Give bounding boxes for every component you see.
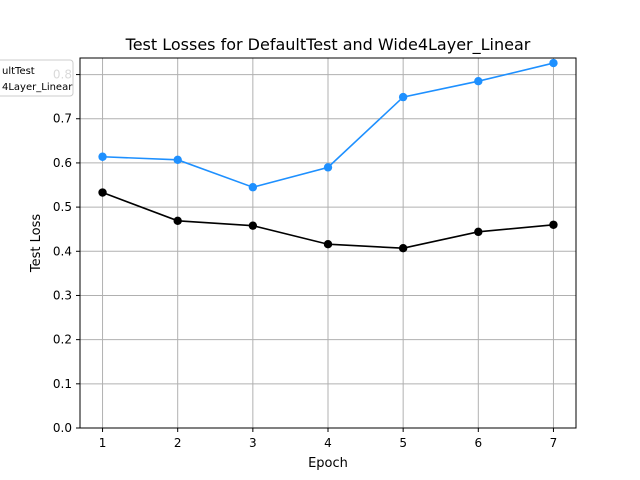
data-point-wide4layer-linear xyxy=(98,152,107,161)
data-point-defaulttest xyxy=(98,188,107,197)
y-tick-label: 0.4 xyxy=(53,244,72,258)
data-point-defaulttest xyxy=(474,227,483,237)
x-axis-label: Epoch xyxy=(308,456,348,471)
x-tick-label: 3 xyxy=(249,436,257,450)
data-point-wide4layer-linear xyxy=(248,183,258,192)
y-tick-label: 0.3 xyxy=(53,288,72,302)
y-tick-label: 0.7 xyxy=(53,112,72,126)
data-point-wide4layer-linear xyxy=(549,58,558,68)
data-point-wide4layer-linear xyxy=(173,155,182,165)
series-layer xyxy=(98,58,558,253)
legend-box xyxy=(0,59,74,97)
data-point-defaulttest xyxy=(323,240,333,249)
data-point-wide4layer-linear xyxy=(398,92,408,102)
grid xyxy=(80,58,576,429)
x-tick-label: 7 xyxy=(550,436,558,450)
y-tick-label: 0.0 xyxy=(53,421,72,435)
legend-label-default: ultTest xyxy=(2,66,35,77)
legend-label-wide4layer: 4Layer_Linear xyxy=(2,82,73,93)
data-point-defaulttest xyxy=(549,220,558,229)
series-wide4layer-linear xyxy=(98,58,558,192)
y-tick-label: 0.5 xyxy=(53,200,72,214)
legend: ultTest 4Layer_Linear xyxy=(0,59,74,97)
y-tick-label: 0.1 xyxy=(53,377,72,391)
data-point-defaulttest xyxy=(398,243,408,253)
x-tick-label: 6 xyxy=(474,436,482,450)
data-point-wide4layer-linear xyxy=(474,76,483,86)
data-point-wide4layer-linear xyxy=(323,163,333,172)
x-tick-label: 5 xyxy=(399,436,407,450)
y-axis: 0.00.10.20.30.40.50.60.70.8 xyxy=(53,68,80,435)
series-defaulttest xyxy=(98,188,558,253)
data-point-defaulttest xyxy=(248,221,258,230)
y-tick-label: 0.6 xyxy=(53,156,72,170)
x-tick-label: 1 xyxy=(99,436,107,450)
x-tick-label: 4 xyxy=(324,436,332,450)
y-axis-label: Test Loss xyxy=(29,214,44,273)
data-point-defaulttest xyxy=(173,216,182,225)
chart-title: Test Losses for DefaultTest and Wide4Lay… xyxy=(125,35,531,55)
x-axis: 1 2 3 4 5 6 7 xyxy=(99,428,558,450)
x-tick-label: 2 xyxy=(174,436,182,450)
y-tick-label: 0.2 xyxy=(53,333,72,347)
